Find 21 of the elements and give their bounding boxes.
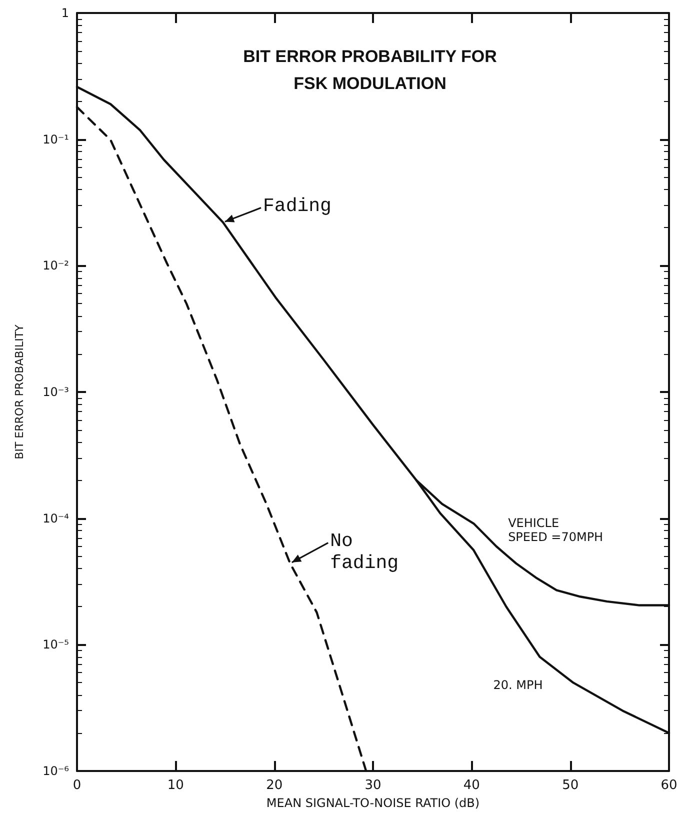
text: BIT ERROR PROBABILITY FOR FSK MODULATION	[243, 47, 497, 93]
x-tick-label: 20	[266, 778, 283, 793]
x-tick-label: 10	[167, 778, 184, 793]
y-tick-label: 10⁻³	[42, 385, 70, 399]
y-tick-label: 10⁻¹	[42, 132, 70, 146]
y-tick-label: 10⁻²	[42, 258, 70, 273]
x-tick-label: 60	[660, 778, 678, 793]
annotation: No fading	[330, 530, 399, 576]
annotation: Fading	[263, 195, 332, 218]
x-tick-label: 0	[72, 778, 82, 793]
annotation: 20. MPH	[493, 678, 543, 692]
y-tick-label: 10⁻⁴	[42, 511, 70, 526]
y-tick-label: 10⁻⁵	[42, 638, 70, 652]
y-axis-title: BIT ERROR PROBABILITY	[13, 324, 26, 460]
x-tick-label: 40	[463, 778, 480, 793]
annotation: VEHICLE SPEED =70MPH	[508, 516, 604, 545]
y-tick-label: 1	[61, 6, 69, 20]
x-axis-title: MEAN SIGNAL-TO-NOISE RATIO (dB)	[266, 796, 480, 810]
y-tick-label: 10⁻⁶	[42, 764, 70, 778]
x-tick-label: 50	[562, 778, 579, 793]
x-tick-label: 30	[364, 778, 382, 793]
